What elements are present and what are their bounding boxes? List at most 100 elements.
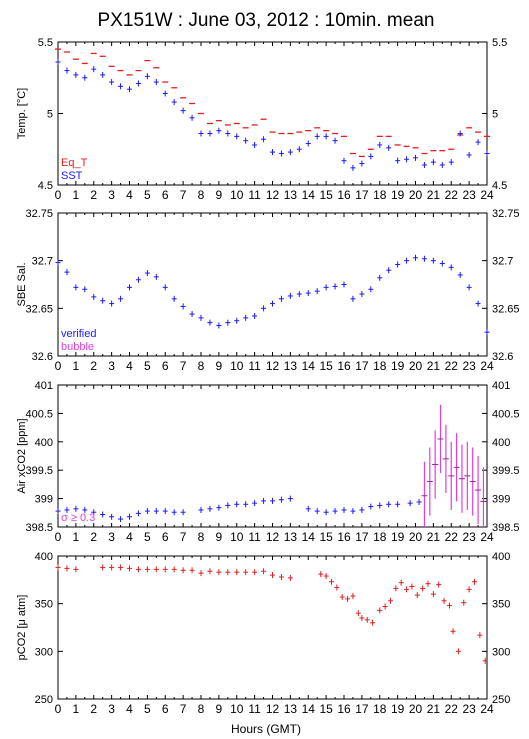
x-tick-label: 0	[55, 359, 62, 373]
y-tick-label-right: 399.5	[492, 465, 520, 477]
panel-salinity: 0 1 2 3 4 5 6 7 8 9 10 11 12 13 14 15 16 17 18 19 20 21 22 23 24…	[16, 208, 520, 373]
data-point	[270, 572, 275, 579]
x-tick-label: 1	[73, 702, 80, 716]
data-point	[207, 505, 213, 512]
data-point	[64, 269, 70, 276]
x-tick-label: 16	[337, 359, 351, 373]
y-tick-label: 400	[35, 551, 53, 563]
data-point	[91, 66, 97, 73]
x-tick-label: 3	[108, 188, 115, 202]
x-tick-label: 22	[445, 359, 459, 373]
legend-entry: σ ≥ 0.3	[61, 512, 95, 524]
data-point	[457, 271, 463, 278]
x-tick-label: 7	[180, 359, 187, 373]
data-point	[198, 130, 204, 137]
y-axis-label: SBE Sal.	[16, 262, 28, 306]
y-tick-label: 398.5	[25, 522, 53, 534]
x-tick-label: 2	[90, 702, 97, 716]
x-tick-label: 7	[180, 188, 187, 202]
data-point	[314, 133, 320, 140]
x-tick-label: 6	[162, 530, 169, 544]
x-tick-label: 0	[55, 188, 62, 202]
x-tick-label: 22	[445, 702, 459, 716]
x-tick-label: 21	[427, 530, 441, 544]
data-point	[91, 509, 97, 516]
data-point	[171, 566, 177, 573]
data-point	[436, 581, 442, 588]
data-point	[278, 295, 284, 302]
data-point	[153, 508, 159, 515]
data-point	[332, 283, 338, 290]
x-tick-label: 18	[373, 530, 387, 544]
x-tick-label: 2	[90, 188, 97, 202]
y-tick-label-right: 400	[492, 437, 510, 449]
data-point	[252, 312, 258, 319]
data-point	[461, 599, 467, 606]
x-tick-label: 12	[266, 702, 280, 716]
plot-frame	[57, 41, 488, 186]
panel-pco2: 0 1 2 3 4 5 6 7 8 9 10 11 12 13 14 15 16 17 18 19 20 21 22 23 24…	[16, 551, 510, 716]
data-point	[243, 137, 249, 144]
x-tick-label: 12	[266, 188, 280, 202]
y-axis-label: Temp. [°C]	[16, 88, 28, 139]
y-tick-label-right: 32.65	[492, 303, 520, 315]
data-point	[458, 444, 465, 513]
data-point	[332, 137, 338, 144]
y-tick-label-right: 400	[492, 551, 510, 563]
data-point	[73, 505, 79, 512]
data-point	[409, 583, 415, 590]
data-point	[180, 567, 186, 574]
series-verified	[55, 254, 490, 336]
data-point	[439, 260, 445, 267]
x-tick-label: 20	[409, 530, 423, 544]
x-tick-label: 14	[302, 530, 316, 544]
data-point	[109, 300, 115, 307]
data-point	[278, 150, 284, 157]
data-point	[91, 293, 97, 300]
x-tick-label: 16	[337, 188, 351, 202]
x-tick-label: 5	[144, 530, 151, 544]
data-point	[370, 619, 376, 626]
x-tick-label: 4	[126, 188, 133, 202]
data-point	[207, 130, 213, 137]
data-point	[216, 127, 222, 134]
x-tick-label: 18	[373, 359, 387, 373]
data-point	[127, 284, 132, 291]
data-point	[341, 506, 347, 513]
data-point	[413, 154, 418, 161]
data-point	[118, 564, 124, 571]
x-tick-label: 14	[302, 702, 316, 716]
data-point	[234, 133, 240, 140]
data-point	[305, 505, 311, 512]
data-point	[368, 503, 374, 510]
x-tick-label: 20	[409, 188, 423, 202]
data-point	[55, 564, 61, 571]
data-point	[421, 161, 427, 168]
x-tick-label: 8	[198, 702, 205, 716]
data-point	[100, 71, 106, 78]
data-point	[153, 566, 159, 573]
data-point	[437, 404, 444, 474]
data-point	[484, 329, 490, 336]
data-point	[395, 261, 401, 268]
data-point	[480, 467, 487, 527]
x-tick-label: 6	[162, 702, 169, 716]
data-point	[64, 506, 70, 513]
x-tick-label: 8	[198, 530, 205, 544]
x-tick-label: 21	[427, 359, 441, 373]
y-tick-label: 401	[35, 380, 53, 392]
legend-entry: bubble	[61, 341, 94, 353]
data-point	[334, 584, 340, 591]
data-point	[332, 508, 338, 515]
data-point	[430, 591, 436, 598]
data-point	[296, 146, 302, 153]
x-tick-label: 15	[319, 530, 333, 544]
legend-entry: SST	[61, 170, 83, 182]
data-point	[359, 160, 365, 167]
x-tick-label: 17	[355, 530, 369, 544]
data-point	[296, 291, 302, 298]
y-tick-label-right: 401	[492, 380, 510, 392]
x-tick-label: 15	[319, 359, 333, 373]
data-point	[234, 501, 240, 508]
data-point	[153, 273, 159, 280]
